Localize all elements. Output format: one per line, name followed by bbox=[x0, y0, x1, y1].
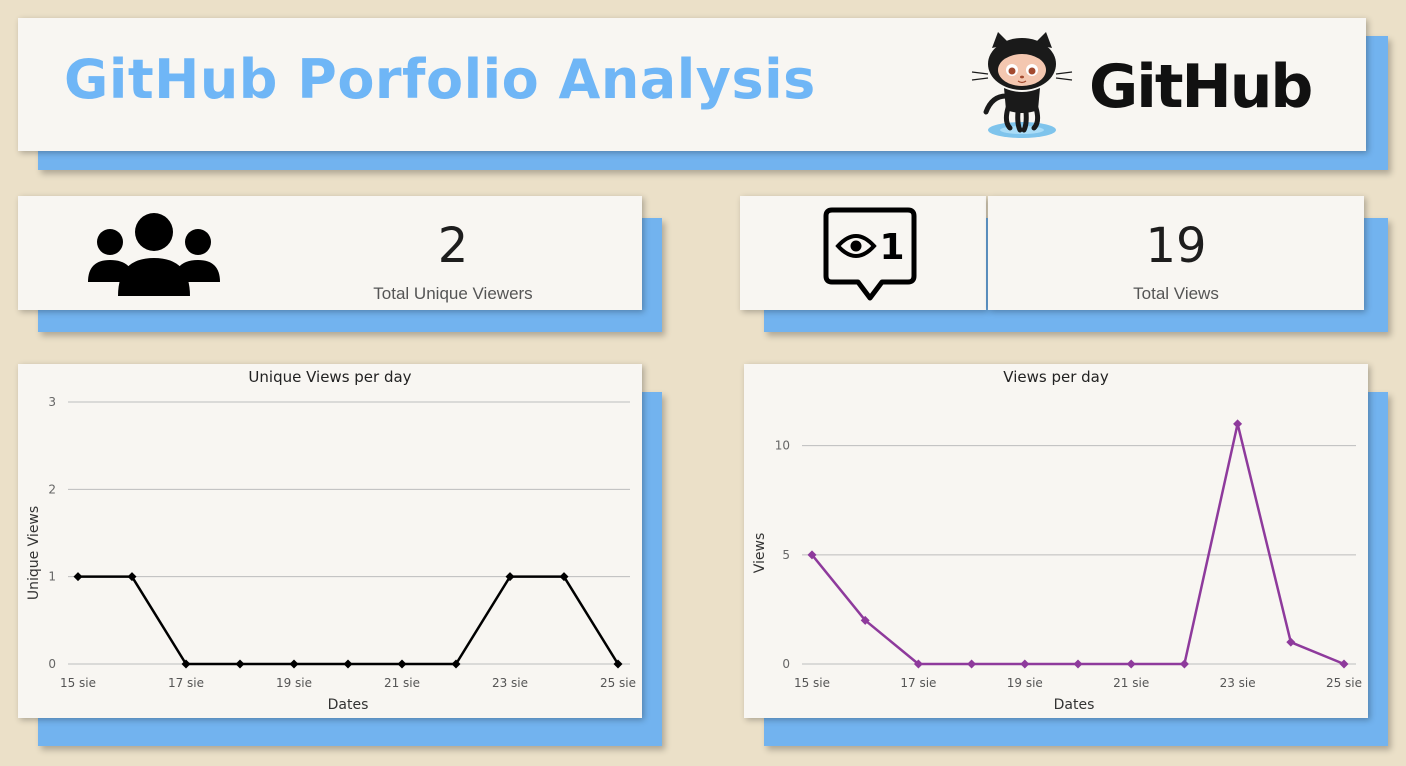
views-chart: Views per day 0 5 10 15 sie 17 sie 19 sie 21 si… bbox=[752, 368, 1362, 713]
eye-notification-count: 1 bbox=[879, 227, 904, 268]
kpi-views-icon-card: 1 bbox=[740, 196, 986, 310]
data-point bbox=[1020, 659, 1030, 669]
y-tick-label: 0 bbox=[48, 657, 56, 671]
unique-views-chart: Unique Views per day 0 1 2 3 15 sie 17 sie 19 s… bbox=[26, 368, 636, 713]
total-views-value: 19 bbox=[1145, 218, 1207, 274]
chart-title: Views per day bbox=[1003, 368, 1109, 386]
kpi-unique-card: 2 Total Unique Viewers bbox=[18, 196, 642, 310]
data-point bbox=[807, 550, 817, 560]
y-axis-label: Unique Views bbox=[26, 506, 42, 600]
x-tick-label: 15 sie bbox=[794, 676, 830, 690]
x-tick-label: 21 sie bbox=[1113, 676, 1149, 690]
y-tick-label: 10 bbox=[775, 439, 790, 453]
eye-notification-icon: 1 bbox=[823, 207, 917, 301]
data-point bbox=[181, 659, 191, 669]
github-logo-text: GitHub bbox=[1089, 52, 1313, 122]
x-tick-label: 25 sie bbox=[1326, 676, 1362, 690]
data-point bbox=[289, 659, 299, 669]
chart-views-card: Views per day 0 5 10 15 sie 17 sie 19 sie 21 si… bbox=[744, 364, 1368, 718]
total-unique-viewers-label: Total Unique Viewers bbox=[373, 284, 533, 303]
y-tick-label: 1 bbox=[48, 570, 56, 584]
data-point bbox=[967, 659, 977, 669]
data-point bbox=[1339, 659, 1349, 669]
y-tick-label: 5 bbox=[782, 548, 790, 562]
x-tick-label: 23 sie bbox=[1220, 676, 1256, 690]
x-tick-label: 17 sie bbox=[900, 676, 936, 690]
y-tick-label: 2 bbox=[48, 482, 56, 496]
data-point bbox=[343, 659, 353, 669]
data-point bbox=[1286, 637, 1296, 647]
data-point bbox=[1179, 659, 1189, 669]
data-point bbox=[613, 659, 623, 669]
y-axis-label: Views bbox=[752, 533, 768, 574]
kpi-views-card: 19 Total Views bbox=[988, 196, 1364, 310]
x-tick-label: 25 sie bbox=[600, 676, 636, 690]
data-point bbox=[1073, 659, 1083, 669]
x-tick-label: 19 sie bbox=[1007, 676, 1043, 690]
total-unique-viewers-value: 2 bbox=[437, 218, 469, 274]
x-tick-label: 21 sie bbox=[384, 676, 420, 690]
chart-title: Unique Views per day bbox=[248, 368, 411, 386]
y-tick-label: 3 bbox=[48, 395, 56, 409]
header-card: GitHub Porfolio Analysis GitHub bbox=[18, 18, 1366, 151]
x-tick-label: 17 sie bbox=[168, 676, 204, 690]
x-tick-label: 19 sie bbox=[276, 676, 312, 690]
x-axis-label: Dates bbox=[1054, 697, 1095, 713]
people-group-icon bbox=[88, 213, 220, 296]
series-line bbox=[78, 575, 620, 666]
data-point bbox=[559, 572, 569, 582]
x-tick-label: 15 sie bbox=[60, 676, 96, 690]
page-title: GitHub Porfolio Analysis bbox=[64, 48, 816, 111]
data-point bbox=[127, 572, 137, 582]
data-point bbox=[451, 659, 461, 669]
x-axis-label: Dates bbox=[328, 697, 369, 713]
data-point bbox=[1233, 419, 1243, 429]
data-point bbox=[505, 572, 515, 582]
data-point bbox=[73, 572, 83, 582]
series-line bbox=[811, 422, 1345, 666]
data-point bbox=[1126, 659, 1136, 669]
octocat-icon bbox=[971, 32, 1073, 138]
y-tick-label: 0 bbox=[782, 657, 790, 671]
data-point bbox=[913, 659, 923, 669]
x-tick-label: 23 sie bbox=[492, 676, 528, 690]
chart-unique-card: Unique Views per day 0 1 2 3 15 sie 17 sie 19 s… bbox=[18, 364, 642, 718]
total-views-label: Total Views bbox=[1133, 284, 1219, 303]
data-point bbox=[397, 659, 407, 669]
data-point bbox=[235, 659, 245, 669]
